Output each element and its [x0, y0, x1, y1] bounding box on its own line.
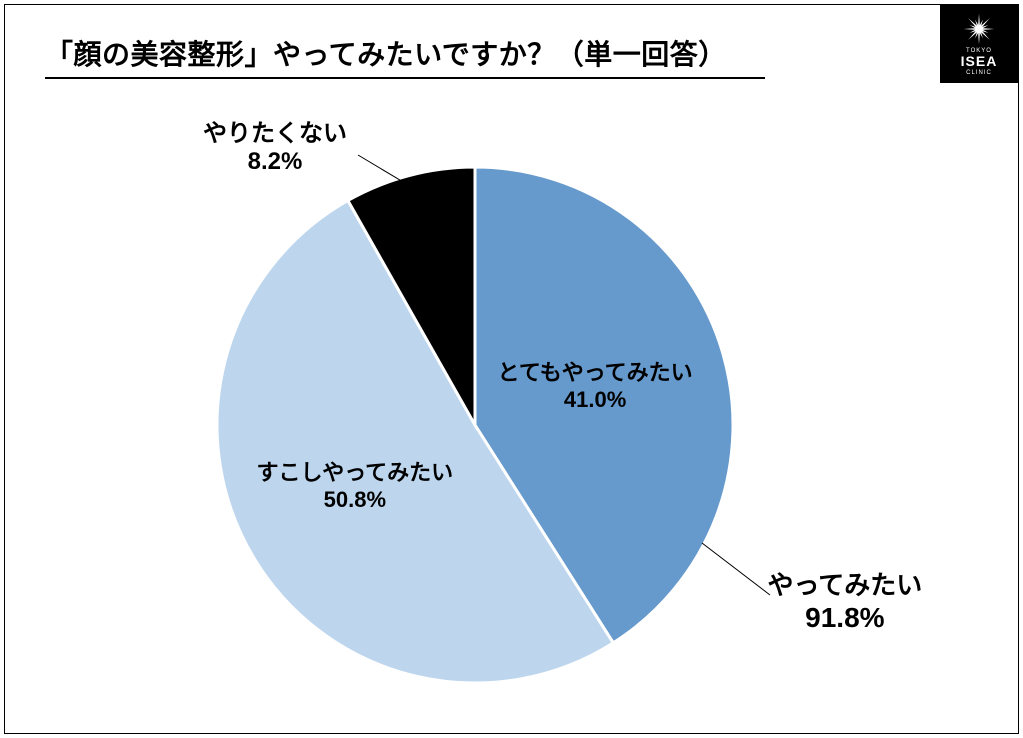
slice-very_much-pct-text: 41.0% [498, 387, 693, 413]
slice-very_much-label: とてもやってみたい41.0% [498, 355, 693, 413]
slice-dont_want-pct-text: 8.2% [203, 148, 347, 176]
slice-a_little-label: すこしやってみたい50.8% [257, 455, 454, 513]
slice-very_much-label-text: とてもやってみたい [498, 355, 693, 387]
slice-a_little-pct-text: 50.8% [257, 487, 454, 513]
summary-label: やってみたい91.8% [768, 565, 923, 634]
chart-frame: 「顔の美容整形」やってみたいですか？（単一回答） TOKYO ISEA CLIN… [4, 4, 1019, 734]
summary-label-text: やってみたい [768, 565, 923, 602]
summary-pct-text: 91.8% [768, 602, 923, 634]
slice-dont_want-label: やりたくない8.2% [203, 113, 347, 176]
slice-dont_want-label-text: やりたくない [203, 113, 347, 148]
slice-a_little-label-text: すこしやってみたい [257, 455, 454, 487]
leader-line [702, 543, 770, 595]
